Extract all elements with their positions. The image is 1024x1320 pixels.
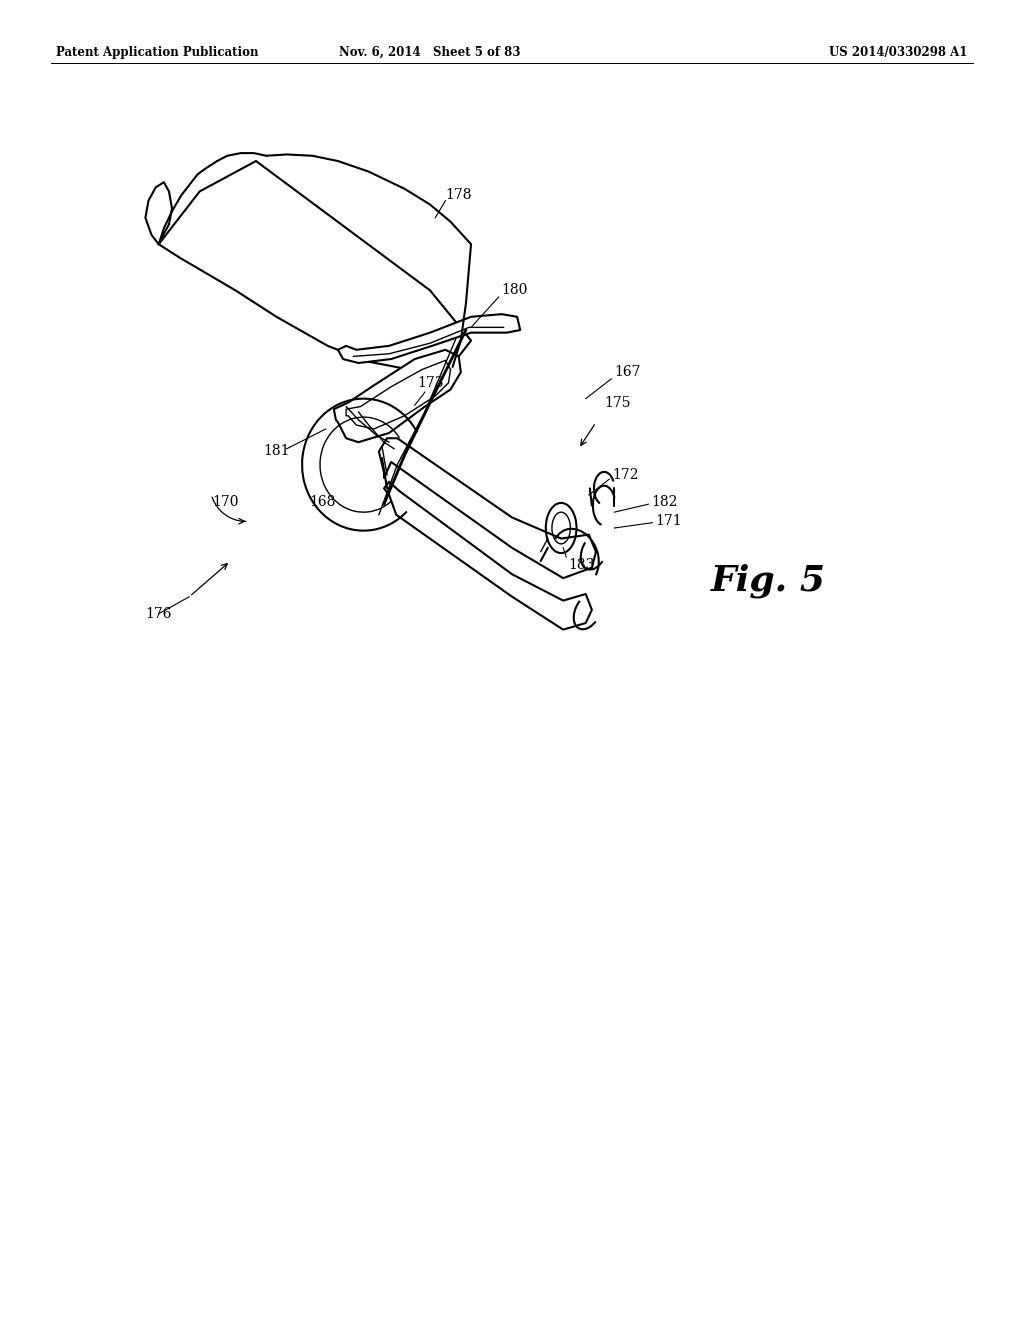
Polygon shape [379, 438, 596, 578]
Polygon shape [334, 350, 461, 442]
Text: 181: 181 [263, 445, 290, 458]
Text: 172: 172 [612, 469, 639, 482]
Polygon shape [346, 360, 451, 429]
Text: Nov. 6, 2014   Sheet 5 of 83: Nov. 6, 2014 Sheet 5 of 83 [339, 46, 521, 59]
Polygon shape [338, 314, 520, 363]
Text: 168: 168 [309, 495, 336, 508]
Text: 176: 176 [145, 607, 172, 620]
Text: 183: 183 [568, 558, 595, 572]
Text: Patent Application Publication: Patent Application Publication [56, 46, 259, 59]
Polygon shape [384, 482, 592, 630]
Text: 180: 180 [502, 284, 528, 297]
Text: 175: 175 [604, 396, 631, 409]
Text: US 2014/0330298 A1: US 2014/0330298 A1 [829, 46, 968, 59]
Text: 167: 167 [614, 366, 641, 379]
Text: Fig. 5: Fig. 5 [711, 564, 825, 598]
Text: 182: 182 [651, 495, 678, 508]
Text: 170: 170 [212, 495, 239, 508]
Text: 171: 171 [655, 515, 682, 528]
Polygon shape [159, 161, 471, 370]
Text: 178: 178 [445, 189, 472, 202]
Text: 173: 173 [417, 376, 443, 389]
